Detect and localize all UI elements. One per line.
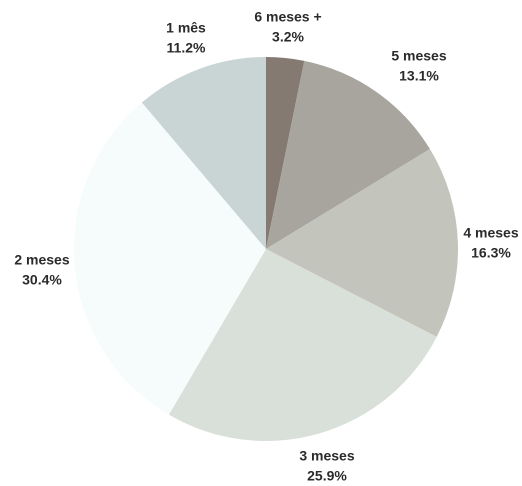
slice-category-label: 1 mês [166, 20, 206, 36]
pie-slice-1 [266, 57, 305, 249]
slice-category-label: 5 meses [391, 48, 446, 64]
slice-category-label: 2 meses [14, 252, 69, 268]
slice-value-label: 13.1% [399, 68, 439, 84]
slice-category-label: 3 meses [299, 448, 354, 464]
pie-slice-4 [168, 249, 437, 441]
pie-labels: 6 meses + 3.2% 5 meses 13.1% 4 meses 16.3% 3 m… [14, 9, 518, 484]
pie-slice-5 [73, 102, 267, 415]
pie-slice-6 [141, 57, 266, 249]
slice-category-label: 4 meses [463, 225, 518, 241]
slice-value-label: 11.2% [167, 40, 206, 56]
slice-category-label: 6 meses + [254, 9, 321, 25]
pie-slices [73, 57, 458, 441]
pie-slice-2 [266, 60, 430, 249]
slice-value-label: 16.3% [471, 245, 511, 261]
pie-slice-3 [266, 149, 458, 337]
slice-value-label: 30.4% [22, 272, 62, 288]
slice-value-label: 3.2% [272, 29, 304, 45]
slice-value-label: 25.9% [307, 468, 347, 484]
